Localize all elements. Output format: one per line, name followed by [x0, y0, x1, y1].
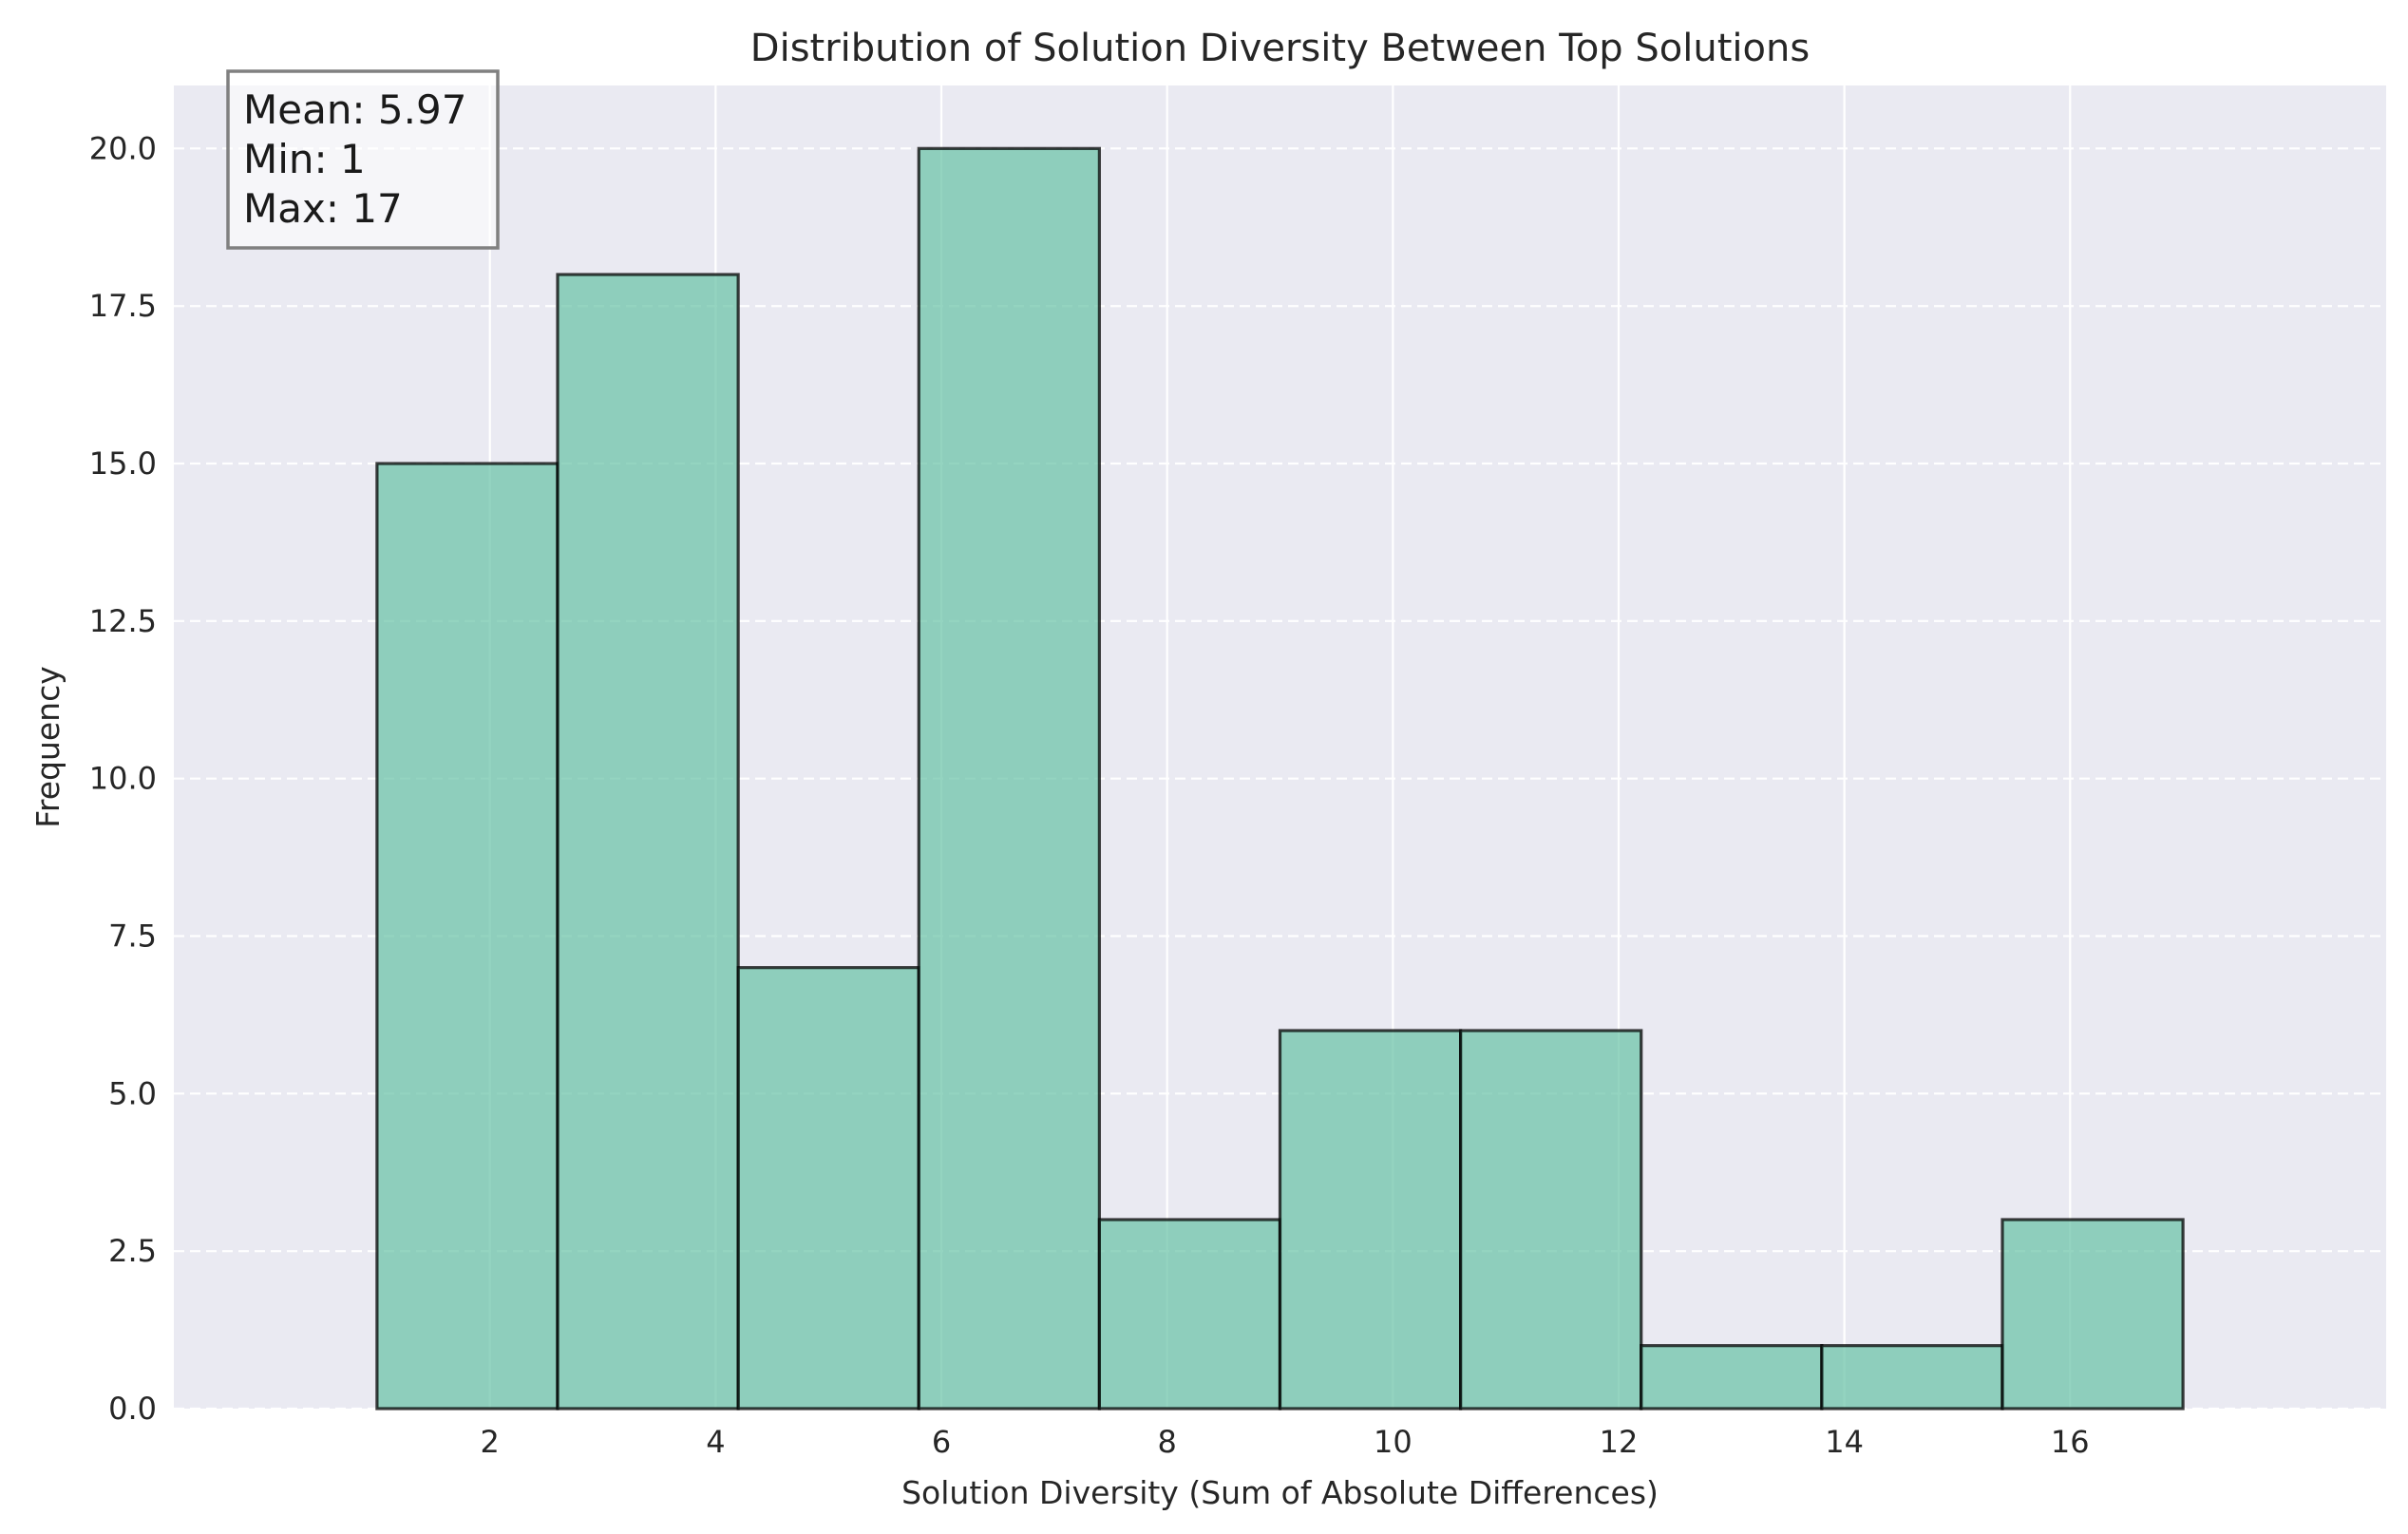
y-tick-label: 20.0 [89, 130, 157, 166]
stats-box: Mean: 5.97 Min: 1 Max: 17 [226, 69, 500, 250]
y-tick-label: 7.5 [108, 919, 157, 955]
histogram-bar [1278, 1029, 1463, 1411]
stats-min: Min: 1 [243, 136, 366, 182]
histogram-bar [1459, 1029, 1643, 1411]
x-tick-label: 14 [1825, 1424, 1864, 1460]
histogram-bar [736, 966, 920, 1411]
histogram-bar [917, 146, 1101, 1411]
grid-lines [174, 85, 2386, 1411]
y-tick-label: 10.0 [89, 761, 157, 797]
y-axis-label: Frequency [29, 666, 66, 827]
stats-box-frame [226, 69, 500, 250]
histogram-bars [375, 146, 2185, 1411]
stats-max: Max: 17 [243, 185, 403, 232]
y-tick-label: 12.5 [89, 603, 157, 639]
y-axis-ticks: 0.0 2.5 5.0 7.5 10.0 12.5 15.0 17.5 20.0 [89, 130, 157, 1427]
histogram-bar [1820, 1344, 2004, 1411]
histogram-bar [1097, 1218, 1282, 1411]
y-tick-label: 17.5 [89, 288, 157, 324]
y-tick-label: 0.0 [108, 1391, 157, 1427]
x-tick-label: 4 [706, 1424, 725, 1460]
x-tick-label: 2 [481, 1424, 500, 1460]
chart-title: Distribution of Solution Diversity Betwe… [750, 27, 1810, 70]
histogram-bar [1640, 1344, 1824, 1411]
histogram-bar [2000, 1218, 2185, 1411]
stats-mean: Mean: 5.97 [243, 86, 466, 133]
y-tick-label: 5.0 [108, 1075, 157, 1111]
y-tick-label: 15.0 [89, 445, 157, 482]
x-tick-label: 8 [1157, 1424, 1176, 1460]
x-tick-label: 10 [1374, 1424, 1413, 1460]
y-tick-label: 2.5 [108, 1233, 157, 1269]
x-axis-ticks: 2 4 6 8 10 12 14 16 [481, 1424, 2090, 1460]
histogram-bar [375, 462, 559, 1411]
x-axis-label: Solution Diversity (Sum of Absolute Diff… [901, 1474, 1659, 1511]
x-tick-label: 16 [2051, 1424, 2090, 1460]
histogram-bar [556, 273, 740, 1411]
x-tick-label: 12 [1600, 1424, 1639, 1460]
x-tick-label: 6 [932, 1424, 951, 1460]
